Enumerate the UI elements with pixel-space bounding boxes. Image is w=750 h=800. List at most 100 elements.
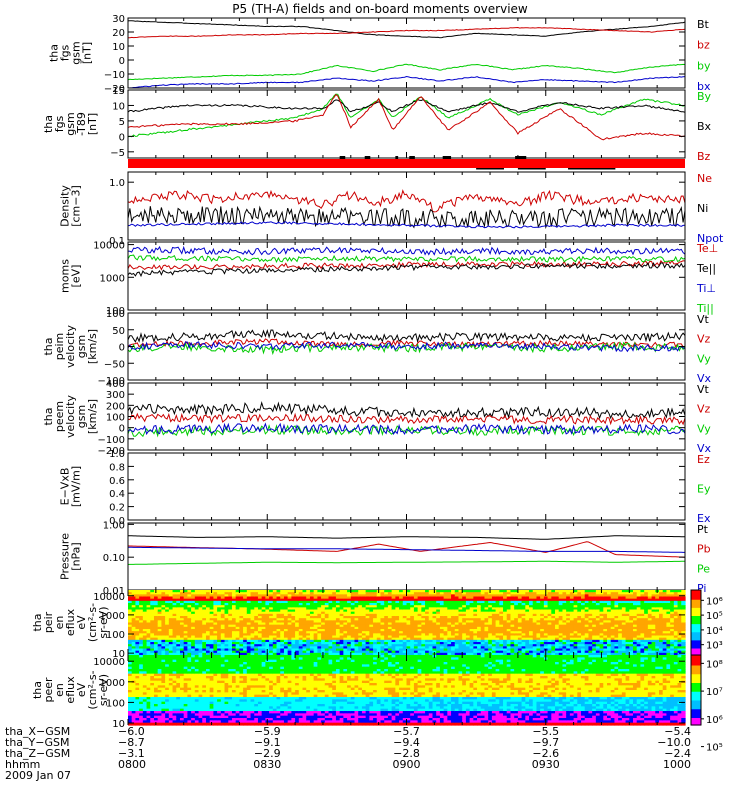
- heatmap-cell: [629, 603, 634, 606]
- heatmap-cell: [373, 609, 378, 613]
- heatmap-cell: [391, 635, 396, 639]
- heatmap-cell: [287, 644, 292, 647]
- heatmap-cell: [436, 598, 441, 602]
- heatmap-cell: [517, 633, 523, 637]
- heatmap-cell: [484, 639, 489, 643]
- heatmap-cell: [618, 633, 623, 637]
- heatmap-cell: [142, 613, 148, 617]
- heatmap-cell: [469, 620, 474, 624]
- heatmap-cell: [361, 648, 367, 652]
- heatmap-cell: [666, 605, 671, 608]
- heatmap-cell: [581, 600, 586, 604]
- y-axis-label: tha: [42, 115, 55, 133]
- figure-title: P5 (TH-A) fields and on-board moments ov…: [232, 2, 528, 16]
- heatmap-cell: [651, 616, 656, 619]
- heatmap-cell: [425, 646, 430, 650]
- heatmap-cell: [488, 603, 493, 606]
- heatmap-cell: [187, 648, 192, 652]
- heatmap-cell: [269, 635, 274, 639]
- heatmap-cell: [261, 648, 266, 652]
- heatmap-cell: [621, 609, 627, 613]
- heatmap-cell: [644, 631, 649, 634]
- heatmap-cell: [432, 624, 437, 628]
- heatmap-cell: [161, 620, 166, 624]
- heatmap-cell: [588, 652, 593, 656]
- heatmap-cell: [280, 620, 285, 624]
- heatmap-cell: [633, 642, 638, 645]
- heatmap-cell: [477, 594, 482, 598]
- heatmap-cell: [432, 626, 437, 630]
- heatmap-cell: [532, 644, 538, 647]
- heatmap-cell: [421, 620, 426, 624]
- heatmap-cell: [306, 624, 311, 628]
- heatmap-cell: [146, 646, 151, 650]
- heatmap-cell: [142, 639, 148, 643]
- heatmap-cell: [555, 603, 560, 606]
- heatmap-cell: [328, 624, 333, 628]
- heatmap-cell: [250, 605, 255, 608]
- heatmap-cell: [599, 607, 604, 611]
- heatmap-cell: [142, 618, 148, 621]
- heatmap-cell: [666, 637, 671, 641]
- heatmap-cell: [324, 605, 330, 608]
- heatmap-cell: [165, 637, 170, 641]
- heatmap-cell: [376, 603, 382, 606]
- heatmap-cell: [198, 642, 203, 645]
- heatmap-cell: [261, 594, 266, 598]
- heatmap-cell: [592, 603, 597, 606]
- heatmap-cell: [131, 633, 137, 637]
- heatmap-cell: [529, 603, 534, 606]
- heatmap-cell: [514, 639, 519, 643]
- heatmap-cell: [198, 607, 203, 611]
- heatmap-cell: [343, 600, 348, 604]
- heatmap-cell: [525, 622, 530, 626]
- heatmap-cell: [399, 590, 404, 593]
- heatmap-cell: [168, 596, 174, 600]
- heatmap-cell: [525, 598, 530, 602]
- heatmap-cell: [555, 650, 560, 654]
- legend-Pi: Pi: [697, 582, 706, 595]
- heatmap-cell: [276, 603, 281, 606]
- heatmap-cell: [499, 594, 504, 598]
- heatmap-cell: [254, 592, 259, 595]
- heatmap-cell: [306, 631, 311, 634]
- heatmap-cell: [525, 609, 530, 613]
- heatmap-cell: [209, 626, 215, 630]
- heatmap-cell: [261, 613, 266, 617]
- heatmap-cell: [536, 637, 541, 641]
- heatmap-cell: [272, 605, 278, 608]
- heatmap-cell: [339, 603, 344, 606]
- heatmap-cell: [231, 605, 237, 608]
- heatmap-cell: [432, 616, 437, 619]
- heatmap-cell: [165, 605, 170, 608]
- heatmap-cell: [521, 613, 526, 617]
- heatmap-cell: [629, 607, 634, 611]
- heatmap-cell: [191, 592, 196, 595]
- heatmap-cell: [254, 611, 259, 615]
- heatmap-cell: [380, 650, 385, 654]
- heatmap-cell: [391, 629, 396, 632]
- heatmap-cell: [387, 607, 393, 611]
- heatmap-cell: [625, 609, 630, 613]
- heatmap-cell: [640, 592, 645, 595]
- heatmap-cell: [517, 626, 523, 630]
- heatmap-cell: [183, 600, 189, 604]
- heatmap-cell: [150, 650, 155, 654]
- heatmap-cell: [283, 620, 289, 624]
- heatmap-cell: [172, 635, 177, 639]
- heatmap-cell: [335, 635, 341, 639]
- heatmap-cell: [365, 613, 370, 617]
- heatmap-cell: [228, 596, 233, 600]
- heatmap-cell: [588, 633, 593, 637]
- heatmap-cell: [644, 618, 649, 621]
- heatmap-cell: [566, 629, 571, 632]
- heatmap-cell: [179, 633, 185, 637]
- heatmap-cell: [128, 635, 133, 639]
- heatmap-cell: [462, 613, 467, 617]
- heatmap-cell: [618, 598, 623, 602]
- heatmap-cell: [462, 605, 467, 608]
- heatmap-cell: [269, 603, 274, 606]
- heatmap-cell: [324, 650, 330, 654]
- heatmap-cell: [662, 603, 668, 606]
- heatmap-cell: [633, 644, 638, 647]
